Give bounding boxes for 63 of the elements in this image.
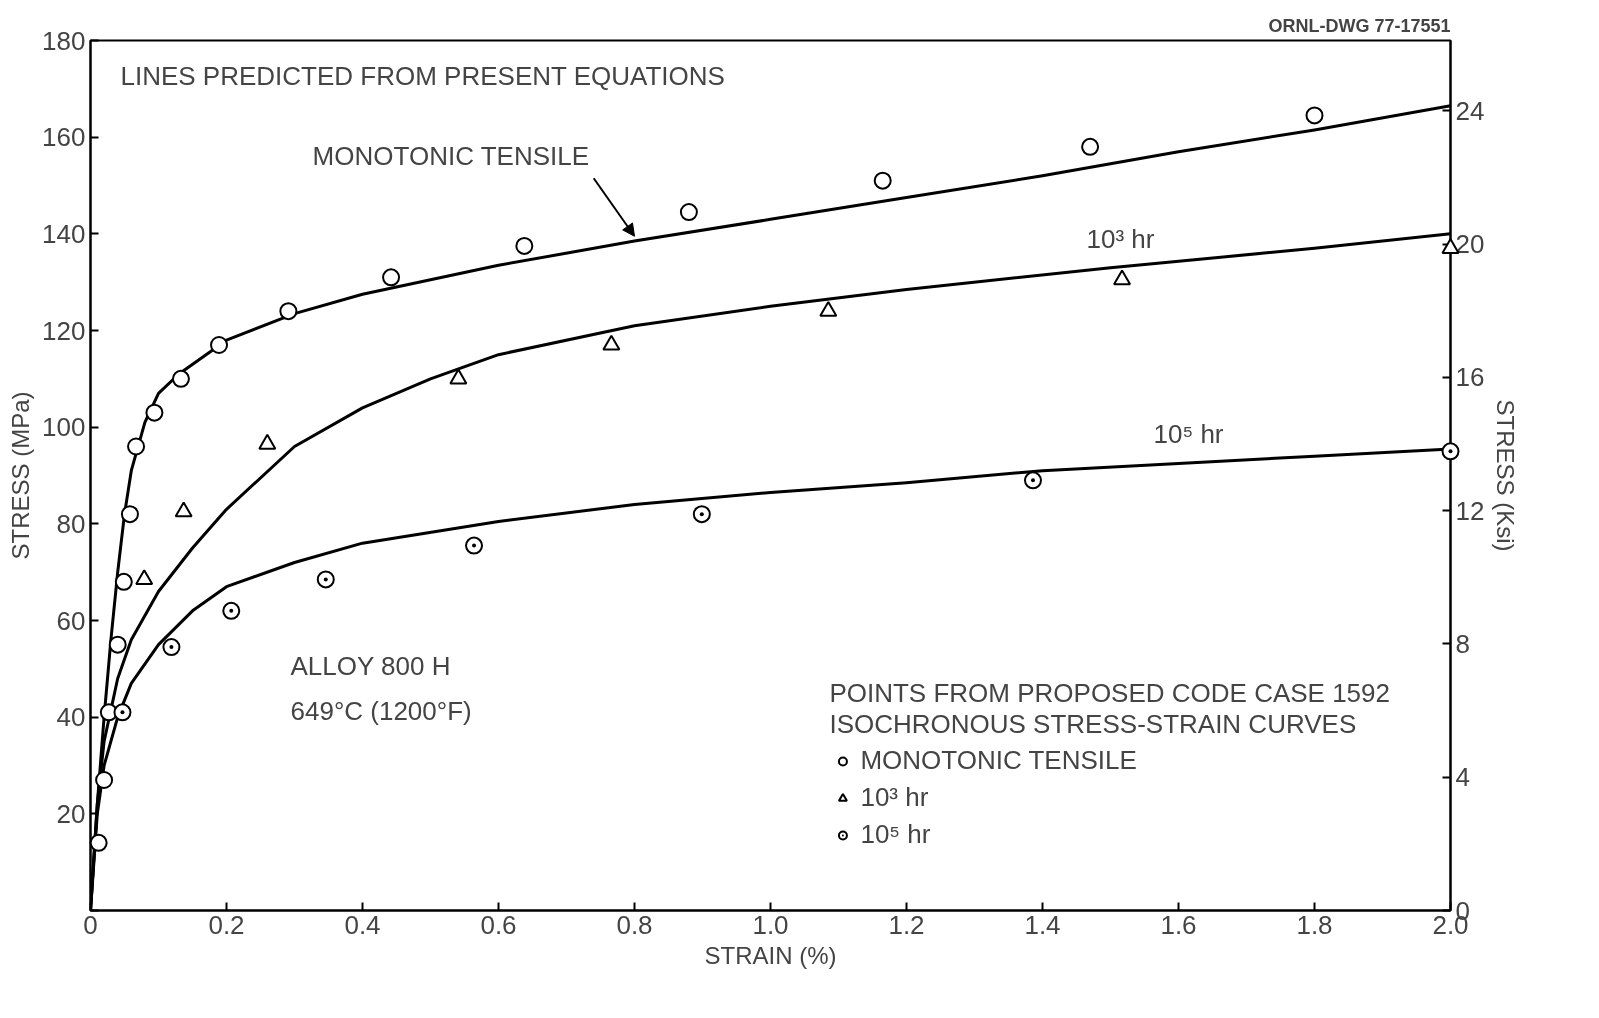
point [515,236,534,255]
annotation: ALLOY 800 H 649°C (1200°F) [290,650,472,726]
point [1441,442,1460,461]
y2-tick-label: 20 [1455,229,1485,260]
point [692,505,711,524]
point [120,505,139,524]
series-label: 10⁵ hr [1153,419,1224,450]
text: ORNL-DWG 77-17551 [1268,15,1451,36]
point [279,302,298,321]
x-tick-label: 0.2 [208,909,245,940]
point [210,336,229,354]
y2-tick-label: 12 [1455,495,1485,526]
y2-tick-label: 8 [1455,628,1470,659]
x-tick-label: 1.8 [1296,909,1333,940]
text: MONOTONIC TENSILE [312,141,590,172]
y2-tick-label: 16 [1455,362,1485,393]
point [1023,471,1042,490]
x-tick-label: 0 [83,909,98,940]
x-tick-label: 0.6 [480,909,517,940]
x-tick-label: 0.4 [344,909,381,940]
point [1305,106,1324,125]
y-tick-label: 100 [42,412,86,443]
point [108,635,127,654]
point [382,268,401,287]
legend-label: MONOTONIC TENSILE [860,745,1137,776]
point [316,570,335,589]
point [114,572,133,591]
point [135,569,154,586]
x-tick-label: 1.6 [1160,909,1197,940]
point [89,833,108,852]
y2-tick-label: 4 [1455,762,1470,793]
y-tick-label: 60 [56,605,86,636]
x-tick-label: 0.8 [616,909,653,940]
point [222,601,241,620]
point [873,171,892,190]
y-tick-label: 40 [56,702,86,733]
point [113,703,132,722]
y-tick-label: 180 [42,25,86,56]
point [127,437,146,456]
series-label: 10³ hr [1086,223,1155,254]
y-tick-label: 80 [56,508,86,539]
legend-label: 10³ hr [860,782,929,813]
point [95,771,114,789]
x-tick-label: 1.0 [752,909,789,940]
x-axis-title: STRAIN (%) [704,941,837,969]
point [679,203,698,222]
annotation: LINES PREDICTED FROM PRESENT EQUATIONS [120,60,725,91]
y-tick-label: 20 [56,798,86,829]
legend-label: 10⁵ hr [860,819,931,850]
y2-tick-label: 24 [1455,95,1485,126]
point [1081,137,1100,156]
x-tick-label: 1.4 [1024,909,1061,940]
y-tick-label: 160 [42,122,86,153]
y-tick-label: 120 [42,315,86,346]
legend-title: POINTS FROM PROPOSED CODE CASE 1592 ISOCHRONOUS STRESS-STRAIN CURVES [829,678,1390,740]
point [465,536,484,555]
point [162,638,181,657]
x-tick-label: 1.2 [888,909,925,940]
y-tick-label: 140 [42,218,86,249]
point [171,369,190,388]
y2-axis-title: STRESS (Ksi) [1492,399,1520,552]
y-axis-title: STRESS (MPa) [7,391,35,560]
point [145,403,164,422]
